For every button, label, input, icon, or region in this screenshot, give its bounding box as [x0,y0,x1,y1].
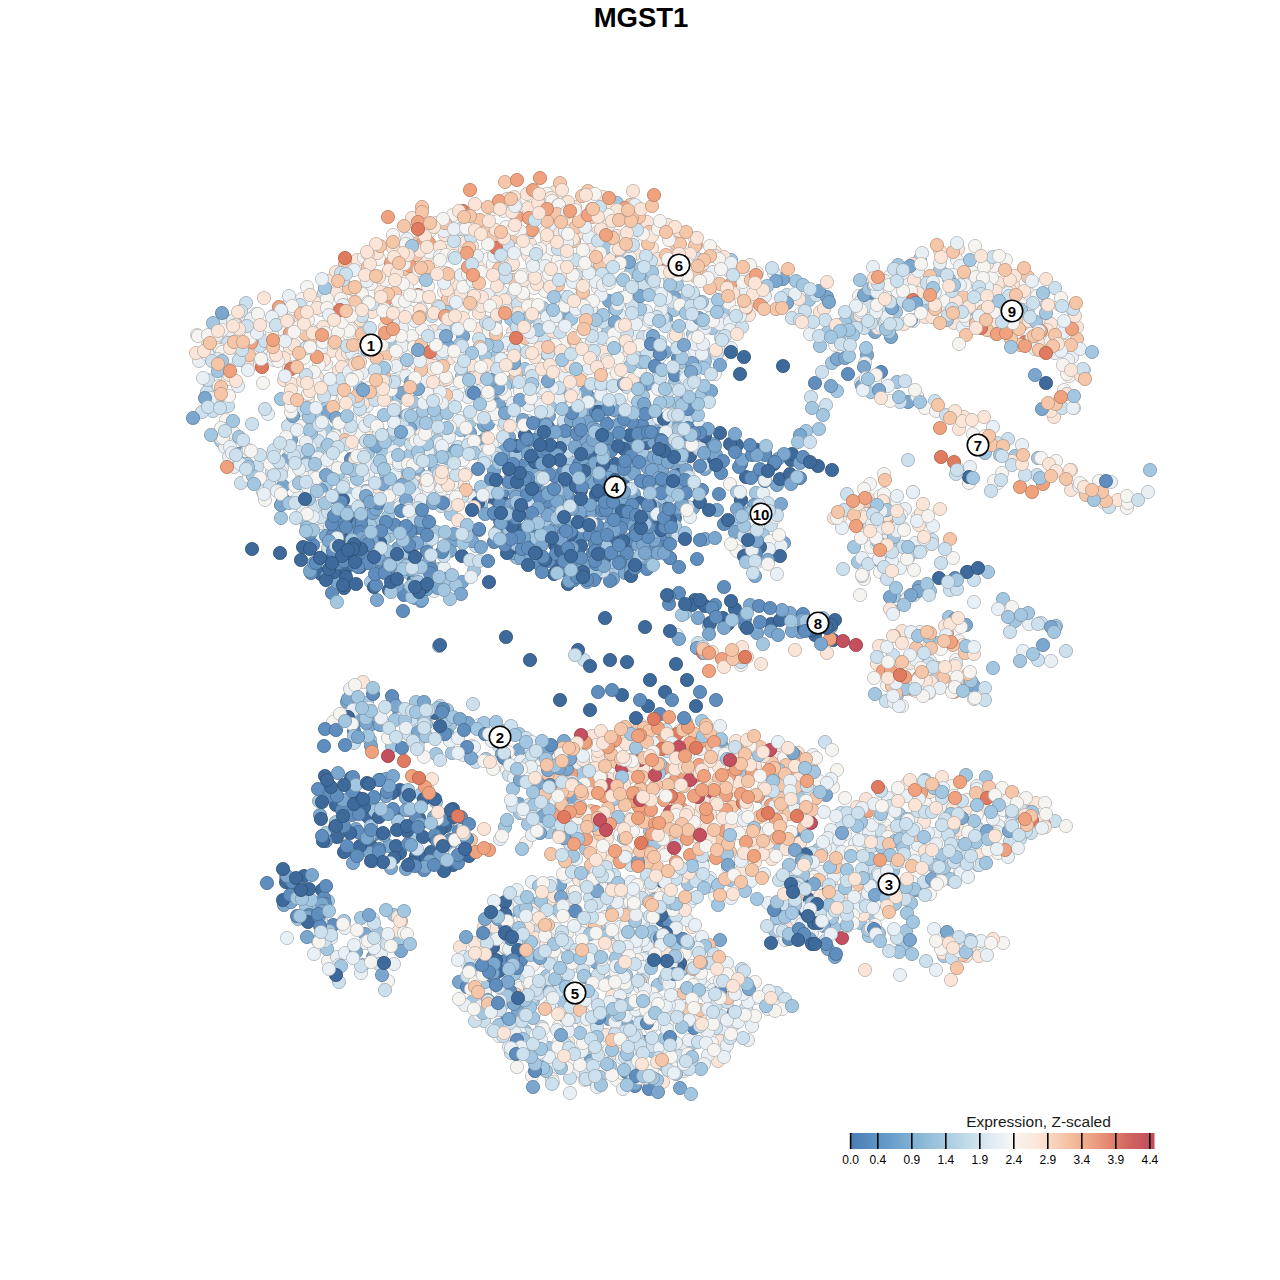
svg-text:1.4: 1.4 [937,1153,954,1167]
svg-text:5: 5 [571,985,579,1002]
svg-text:MGST1: MGST1 [594,2,689,33]
svg-text:2.4: 2.4 [1005,1153,1022,1167]
svg-text:1.9: 1.9 [971,1153,988,1167]
svg-text:7: 7 [974,437,982,454]
svg-text:3.4: 3.4 [1073,1153,1090,1167]
svg-text:6: 6 [675,257,683,274]
svg-text:9: 9 [1008,303,1016,320]
svg-text:0.9: 0.9 [903,1153,920,1167]
svg-text:0.0: 0.0 [842,1153,859,1167]
svg-text:4.4: 4.4 [1141,1153,1158,1167]
svg-text:3.9: 3.9 [1107,1153,1124,1167]
svg-text:4: 4 [611,479,620,496]
svg-text:Expression, Z-scaled: Expression, Z-scaled [966,1113,1111,1130]
svg-text:8: 8 [814,615,822,632]
svg-text:1: 1 [367,337,375,354]
svg-text:3: 3 [885,876,893,893]
svg-text:2: 2 [496,729,504,746]
svg-text:10: 10 [753,506,770,523]
svg-text:2.9: 2.9 [1039,1153,1056,1167]
svg-text:0.4: 0.4 [869,1153,886,1167]
